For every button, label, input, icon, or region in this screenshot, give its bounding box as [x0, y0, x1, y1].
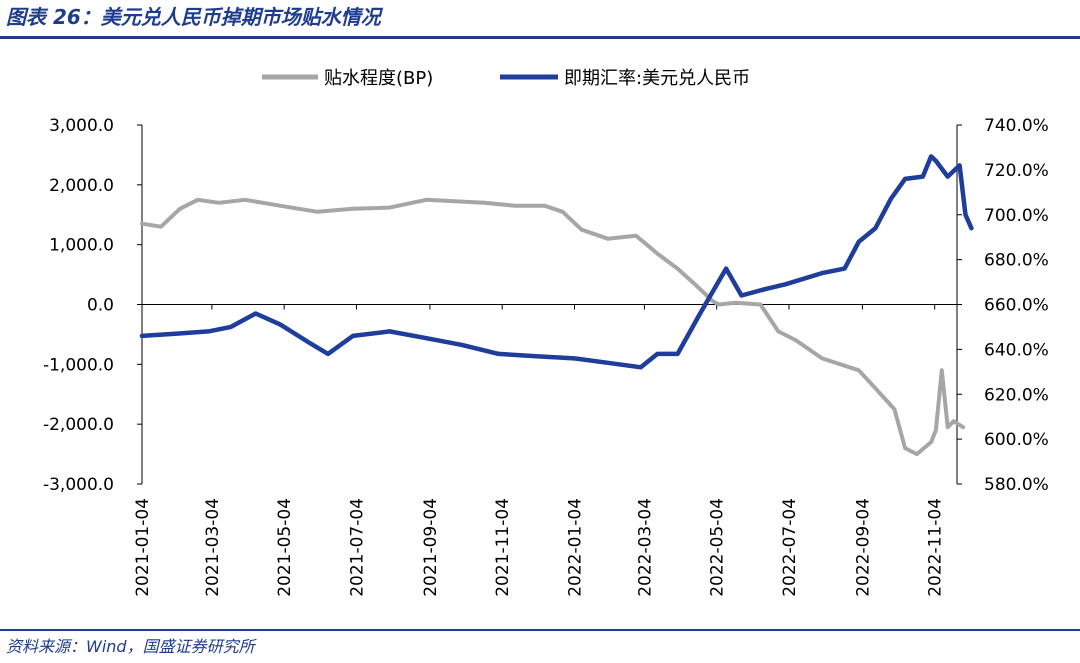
legend-label: 即期汇率:美元兑人民币: [564, 68, 750, 89]
right-axis-tick-label: 620.0%: [984, 385, 1049, 405]
source-note: 资料来源：Wind，国盛证券研究所: [6, 637, 255, 656]
right-axis-tick-label: 700.0%: [984, 206, 1049, 226]
right-axis-tick-label: 720.0%: [984, 161, 1049, 181]
x-axis-tick-label: 2022-01-04: [565, 498, 585, 597]
right-axis-tick-label: 660.0%: [984, 296, 1049, 316]
x-axis-tick-label: 2022-09-04: [853, 498, 873, 597]
left-axis-tick-label: -3,000.0: [43, 475, 114, 495]
x-axis-tick-label: 2021-11-04: [493, 498, 513, 597]
top-rule: [0, 36, 1080, 39]
x-axis-tick-label: 2022-03-04: [635, 498, 655, 597]
legend-label: 贴水程度(BP): [324, 68, 433, 89]
left-axis-tick-label: 1,000.0: [49, 236, 114, 256]
left-axis-tick-label: 0.0: [87, 296, 114, 316]
right-axis-tick-label: 580.0%: [984, 475, 1049, 495]
x-axis-tick-label: 2022-07-04: [780, 498, 800, 597]
bottom-rule: [0, 629, 1080, 631]
left-axis-tick-label: 2,000.0: [49, 176, 114, 196]
x-axis-tick-label: 2021-03-04: [203, 498, 223, 597]
left-axis-tick-label: 3,000.0: [49, 116, 114, 136]
discount-series-line: [140, 197, 966, 457]
spot-rate-series-line: [139, 154, 974, 370]
x-axis-tick-label: 2021-09-04: [421, 498, 441, 597]
x-axis-tick-label: 2022-11-04: [926, 498, 946, 597]
right-axis-tick-label: 680.0%: [984, 251, 1049, 271]
left-axis-tick-label: -2,000.0: [43, 415, 114, 435]
right-axis-tick-label: 640.0%: [984, 340, 1049, 360]
figure-title: 图表 26：美元兑人民币掉期市场贴水情况: [6, 5, 381, 29]
right-axis-tick-label: 600.0%: [984, 430, 1049, 450]
x-axis-tick-label: 2021-05-04: [275, 498, 295, 597]
x-axis-tick-label: 2021-07-04: [347, 498, 367, 597]
right-axis-tick-label: 740.0%: [984, 116, 1049, 136]
x-axis-tick-label: 2021-01-04: [133, 498, 153, 597]
left-axis-tick-label: -1,000.0: [43, 355, 114, 375]
x-axis-tick-label: 2022-05-04: [708, 498, 728, 597]
